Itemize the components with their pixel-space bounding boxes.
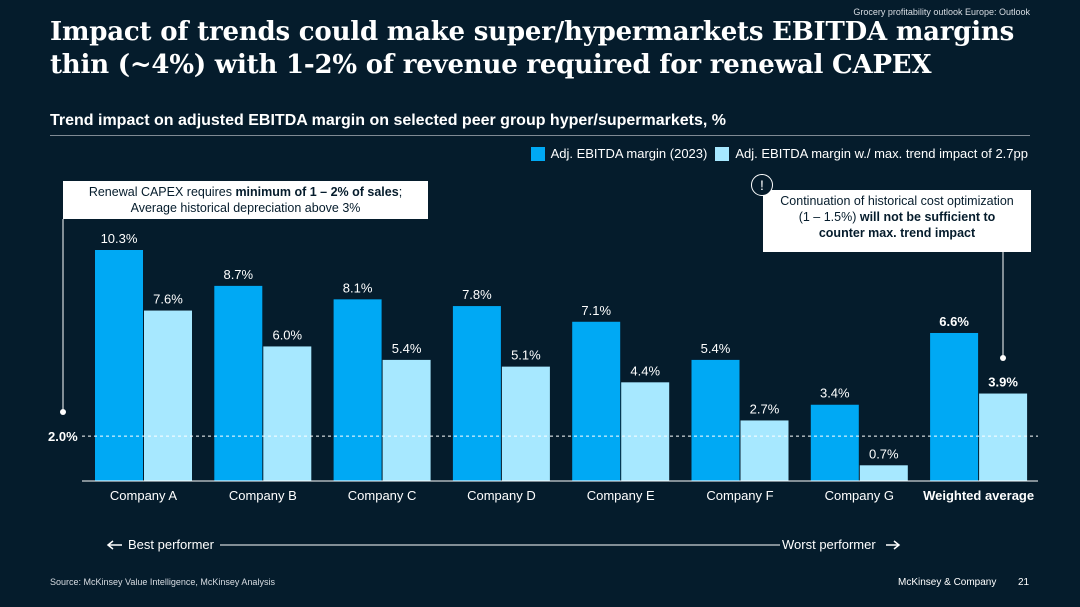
- data-label-trend-impact-7: 0.7%: [869, 446, 899, 461]
- data-label-trend-impact-5: 4.4%: [630, 363, 660, 378]
- legend-label-2023: Adj. EBITDA margin (2023): [550, 146, 708, 161]
- bar-adj-2023-3: [333, 299, 382, 481]
- performer-right-label: Worst performer: [782, 537, 876, 552]
- bar-trend-impact-3: [382, 359, 431, 481]
- data-label-adj-2023-7: 3.4%: [820, 386, 850, 401]
- data-label-adj-2023-2: 8.7%: [223, 267, 253, 282]
- callout-right-line1: Continuation of historical cost optimiza…: [780, 194, 1014, 208]
- data-label-trend-impact-6: 2.7%: [750, 401, 780, 416]
- bar-adj-2023-2: [214, 285, 263, 481]
- reference-line-label: 2.0%: [48, 429, 78, 444]
- breadcrumb: Grocery profitability outlook Europe: Ou…: [853, 7, 1030, 17]
- legend-item-2023: Adj. EBITDA margin (2023): [530, 146, 708, 161]
- bar-trend-impact-6: [740, 420, 789, 481]
- data-label-adj-2023-4: 7.8%: [462, 287, 492, 302]
- data-label-trend-impact-4: 5.1%: [511, 348, 541, 363]
- category-label-1: Company A: [110, 488, 178, 503]
- data-label-trend-impact-3: 5.4%: [392, 341, 422, 356]
- page-number: 21: [1018, 577, 1030, 588]
- data-label-adj-2023-8: 6.6%: [939, 314, 969, 329]
- chart-legend: Adj. EBITDA margin (2023) Adj. EBITDA ma…: [530, 146, 1028, 161]
- data-label-trend-impact-2: 6.0%: [272, 327, 302, 342]
- bar-adj-2023-8: [930, 332, 979, 481]
- data-label-trend-impact-1: 7.6%: [153, 292, 183, 307]
- bar-trend-impact-5: [621, 382, 670, 481]
- data-label-adj-2023-1: 10.3%: [101, 231, 138, 246]
- data-label-adj-2023-6: 5.4%: [701, 341, 731, 356]
- right-arrow-icon: [886, 540, 901, 550]
- warning-icon: !: [751, 174, 773, 196]
- bar-trend-impact-4: [501, 366, 550, 481]
- category-label-3: Company C: [348, 488, 417, 503]
- legend-swatch-light: [715, 146, 730, 161]
- title-line-2: thin (~4%) with 1-2% of revenue required…: [50, 50, 932, 80]
- left-arrow-icon: [106, 540, 122, 550]
- category-label-5: Company E: [587, 488, 655, 503]
- bar-adj-2023-7: [810, 404, 859, 481]
- category-label-6: Company F: [706, 488, 773, 503]
- bar-adj-2023-5: [572, 321, 621, 481]
- subtitle-divider: [50, 135, 1030, 136]
- data-label-trend-impact-8: 3.9%: [988, 375, 1018, 390]
- callout-right-dot: [1000, 355, 1006, 361]
- callout-left-dot: [60, 409, 66, 415]
- callout-left-line1: Renewal CAPEX requires minimum of 1 – 2%…: [88, 185, 403, 199]
- footer-source: Source: McKinsey Value Intelligence, McK…: [50, 577, 275, 587]
- category-label-7: Company G: [825, 488, 894, 503]
- category-label-2: Company B: [229, 488, 297, 503]
- footer-brand: McKinsey & Company: [898, 577, 997, 588]
- bar-adj-2023-4: [452, 306, 501, 481]
- category-label-8: Weighted average: [923, 488, 1034, 503]
- callout-right-line3: counter max. trend impact: [818, 226, 976, 240]
- page-title: Impact of trends could make super/hyperm…: [50, 16, 1040, 82]
- legend-label-trend: Adj. EBITDA margin w./ max. trend impact…: [735, 146, 1028, 161]
- bar-adj-2023-1: [95, 250, 143, 481]
- callout-cost-optimization: Continuation of historical cost optimiza…: [763, 190, 1031, 252]
- callout-renewal-capex: Renewal CAPEX requires minimum of 1 – 2%…: [63, 181, 428, 219]
- title-line-1: Impact of trends could make super/hyperm…: [50, 17, 1015, 47]
- chart-subtitle: Trend impact on adjusted EBITDA margin o…: [50, 112, 727, 129]
- legend-swatch-dark: [530, 146, 545, 161]
- performer-left-label: Best performer: [128, 537, 215, 552]
- bar-trend-impact-2: [263, 346, 312, 481]
- bar-adj-2023-6: [691, 359, 740, 481]
- callout-left-line2: Average historical depreciation above 3%: [130, 201, 361, 215]
- bar-trend-impact-8: [979, 393, 1028, 481]
- legend-item-trend: Adj. EBITDA margin w./ max. trend impact…: [715, 146, 1028, 161]
- data-label-adj-2023-5: 7.1%: [581, 303, 611, 318]
- bar-trend-impact-7: [859, 465, 908, 481]
- data-label-adj-2023-3: 8.1%: [343, 280, 373, 295]
- category-label-4: Company D: [467, 488, 536, 503]
- callout-right-line2: (1 – 1.5%) will not be sufficient to: [798, 210, 996, 224]
- bar-trend-impact-1: [144, 310, 192, 481]
